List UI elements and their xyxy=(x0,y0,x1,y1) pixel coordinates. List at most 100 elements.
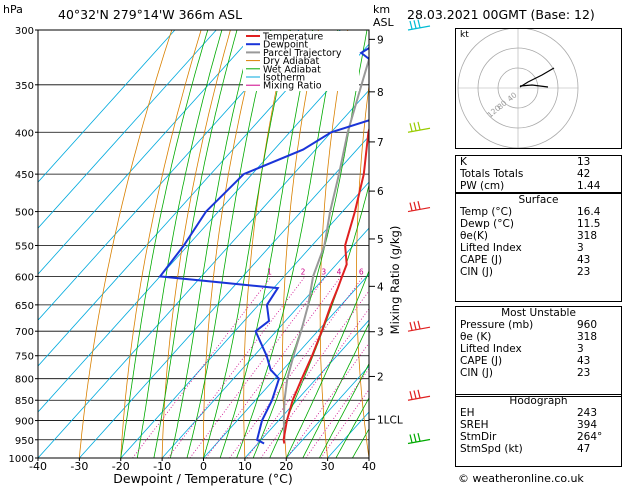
hodograph-trace-2 xyxy=(519,84,549,88)
table-row: Lifted Index 3 xyxy=(456,242,621,254)
dry-adiabat-line xyxy=(203,30,261,458)
mixing-ratio-line xyxy=(132,276,272,458)
most-unstable-title: Most Unstable xyxy=(501,307,576,319)
table-row: θe(K) 318 xyxy=(456,230,621,242)
mixing-ratio-label: 25 xyxy=(442,267,452,276)
table-row: SREH 394 xyxy=(456,419,621,431)
row-value: 1.44 xyxy=(577,180,601,192)
pressure-tick-label: 500 xyxy=(15,208,34,219)
altitude-tick-label: 7 xyxy=(377,137,384,149)
isotherm-line xyxy=(38,30,217,229)
altitude-tick-label: 9 xyxy=(377,34,384,46)
hpa-unit-label: hPa xyxy=(3,3,23,16)
altitude-tick-label: 6 xyxy=(377,186,384,198)
row-label: θe(K) xyxy=(460,230,488,242)
row-value: 960 xyxy=(577,319,598,331)
mixing-ratio-line xyxy=(189,276,327,458)
row-label: CAPE (J) xyxy=(460,254,503,266)
row-label: Lifted Index xyxy=(460,343,522,355)
row-value: 43 xyxy=(577,355,591,367)
table-row: CAPE (J) 43 xyxy=(456,355,621,367)
table-row: CAPE (J) 43 xyxy=(456,254,621,266)
pressure-tick-label: 800 xyxy=(15,375,34,386)
table-row: PW (cm) 1.44 xyxy=(456,180,621,192)
row-label: Totals Totals xyxy=(460,168,524,180)
table-row: K 13 xyxy=(456,156,621,168)
altitude-tick-label: 5 xyxy=(377,234,384,246)
station-location: 40°32'N 279°14'W 366m ASL xyxy=(58,7,243,22)
wet-adiabat-line xyxy=(285,269,369,458)
isotherm-line xyxy=(203,273,369,458)
sounding-datetime: 28.03.2021 00GMT (Base: 12) xyxy=(407,7,595,22)
x-axis-label: Dewpoint / Temperature (°C) xyxy=(113,471,292,486)
dry-adiabat-line xyxy=(120,30,202,458)
row-value: 16.4 xyxy=(577,206,601,218)
row-value: 243 xyxy=(577,407,598,419)
row-value: 13 xyxy=(577,156,591,168)
temperature-tick-label: 0 xyxy=(200,460,207,473)
hodograph-title: Hodograph xyxy=(509,395,568,407)
mixing-ratio-line xyxy=(229,276,364,458)
temperature-tick-label: 40 xyxy=(362,460,376,473)
row-value: 47 xyxy=(577,443,591,455)
wind-barb xyxy=(407,389,431,401)
table-row: EH 243 xyxy=(456,407,621,419)
row-value: 318 xyxy=(577,331,598,343)
row-label: CAPE (J) xyxy=(460,355,503,367)
table-row: Lifted Index 3 xyxy=(456,343,621,355)
table-row: Pressure (mb) 960 xyxy=(456,319,621,331)
row-value: 394 xyxy=(577,419,598,431)
row-value: 11.5 xyxy=(577,218,601,230)
wet-adiabat-line xyxy=(136,30,223,458)
isotherm-line xyxy=(38,30,258,275)
wet-adiabat-line xyxy=(120,30,209,458)
wet-adiabat-line xyxy=(252,30,368,458)
pressure-tick-label: 450 xyxy=(15,170,34,181)
most-unstable-table: Most Unstable Pressure (mb) 960 θe (K) 318 L… xyxy=(455,306,622,397)
row-label: Lifted Index xyxy=(460,242,522,254)
hodograph-ring-label: 40 xyxy=(506,90,519,103)
mixing-ratio-axis-label: Mixing Ratio (g/kg) xyxy=(388,226,402,335)
row-value: 3 xyxy=(577,242,584,254)
isotherm-line xyxy=(79,135,369,458)
row-value: 318 xyxy=(577,230,598,242)
hodograph-unit: kt xyxy=(460,30,469,40)
mixing-ratio-label: 20 xyxy=(428,267,438,276)
altitude-tick-label: 1LCL xyxy=(377,414,403,426)
dewpoint-line xyxy=(158,46,369,445)
isotherm-line xyxy=(38,30,341,367)
hodograph-table: Hodograph EH 243 SREH 394 StmDir 264° StmSpd (… xyxy=(455,394,622,467)
plot-frame xyxy=(37,29,370,459)
table-row: Temp (°C) 16.4 xyxy=(456,206,621,218)
indices-table: K 13 Totals Totals 42 PW (cm) 1.44 xyxy=(455,155,622,193)
row-value: 3 xyxy=(577,343,584,355)
row-label: EH xyxy=(460,407,475,419)
hodograph-panel: 40 80 120 kt xyxy=(455,27,622,149)
mixing-ratio-label: 8 xyxy=(375,267,380,276)
wind-barb xyxy=(407,320,431,332)
row-label: θe (K) xyxy=(460,331,492,343)
pressure-tick-label: 1000 xyxy=(9,454,34,465)
wind-barb xyxy=(407,201,431,213)
legend-label: Wet Adiabat xyxy=(263,64,321,75)
row-label: Dewp (°C) xyxy=(460,218,514,230)
pressure-tick-label: 950 xyxy=(15,436,34,447)
legend-label: Isotherm xyxy=(263,73,305,84)
temperature-tick-label: -20 xyxy=(112,460,130,473)
pressure-tick-label: 650 xyxy=(15,301,34,312)
pressure-tick-label: 300 xyxy=(15,26,34,37)
altitude-tick-label: 8 xyxy=(377,87,384,99)
row-value: 23 xyxy=(577,367,591,379)
row-label: StmDir xyxy=(460,431,497,443)
isotherm-line xyxy=(286,365,369,458)
mixing-ratio-line xyxy=(305,368,369,458)
row-label: CIN (J) xyxy=(460,367,493,379)
wet-adiabat-line xyxy=(219,30,313,458)
wet-adiabat-line xyxy=(153,30,238,458)
temperature-tick-label: -40 xyxy=(29,460,47,473)
mixing-ratio-label: 3 xyxy=(321,267,326,276)
mixing-ratio-label: 4 xyxy=(337,267,342,276)
legend-box xyxy=(243,31,359,91)
